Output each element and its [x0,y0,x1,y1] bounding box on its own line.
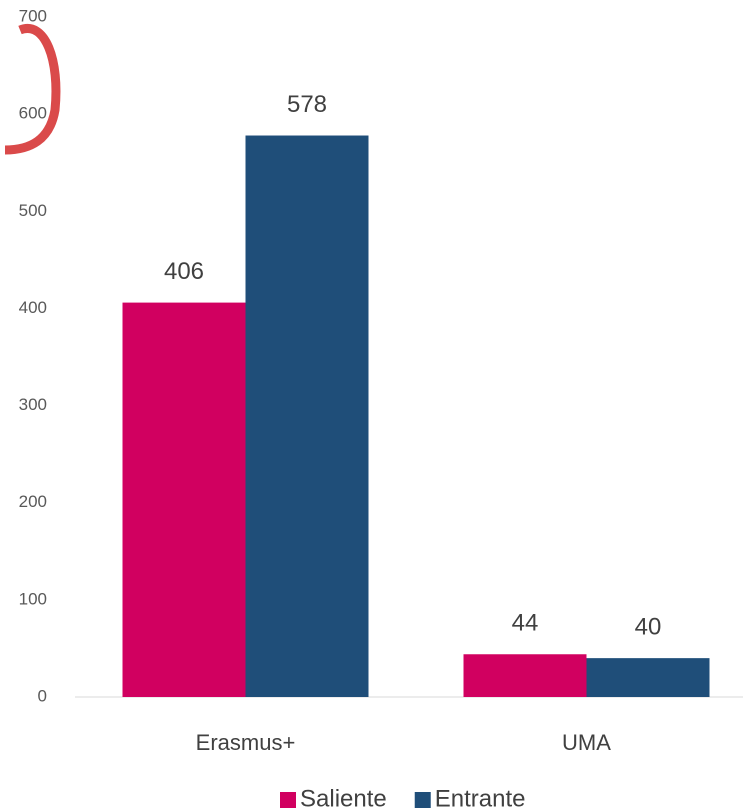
y-tick-label: 300 [19,395,47,414]
legend-label: Entrante [435,785,526,811]
y-tick-label: 0 [38,686,47,705]
legend-label: Saliente [300,785,387,811]
stamp-decoration [4,24,61,155]
data-label: 406 [164,258,204,285]
y-tick-label: 100 [19,589,47,608]
data-label: 40 [635,613,662,640]
y-tick-label: 400 [19,298,47,317]
bar [586,658,710,697]
legend-swatch [280,792,296,808]
bar [463,654,587,697]
data-label: 44 [512,610,539,637]
bar [245,135,369,697]
x-tick-label: UMA [562,730,611,755]
data-label: 578 [287,91,327,118]
y-tick-label: 600 [19,104,47,123]
x-tick-label: Erasmus+ [196,730,296,755]
bar [122,302,246,697]
y-tick-label: 200 [19,492,47,511]
legend-swatch [414,792,431,808]
y-tick-label: 500 [19,201,47,220]
y-tick-label: 700 [19,6,47,25]
